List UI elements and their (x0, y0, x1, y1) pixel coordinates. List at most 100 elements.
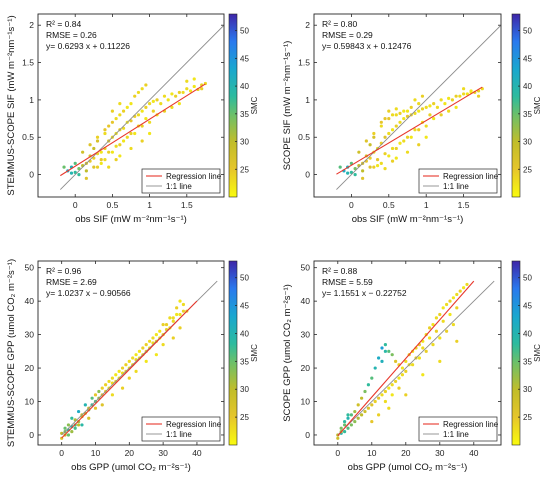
colorbar-gradient (511, 13, 521, 198)
rmse-text: RMSE = 0.26 (46, 30, 97, 40)
r-squared-text: R² = 0.88 (322, 266, 357, 276)
data-point (114, 116, 118, 121)
data-point (356, 403, 360, 407)
data-point (360, 396, 364, 400)
data-point (372, 131, 376, 136)
equation-text: y= 1.1551 x − 0.22752 (322, 288, 407, 298)
legend-label-regression: Regression line (443, 420, 499, 429)
data-point (200, 87, 204, 91)
data-point (387, 131, 391, 136)
plot-area (60, 280, 218, 440)
colorbar: 25 30 35 40 45 50 SMC (511, 13, 542, 198)
data-point (413, 111, 417, 115)
data-point (398, 120, 402, 124)
data-point (413, 98, 417, 102)
data-point (70, 416, 74, 420)
y-tick-label: 20 (301, 363, 311, 373)
data-point (174, 94, 178, 98)
data-point (379, 120, 383, 124)
data-point (421, 346, 425, 350)
data-point (162, 94, 167, 98)
data-point (387, 386, 391, 390)
data-point (465, 92, 469, 96)
data-point (148, 120, 152, 124)
colorbar-tick-label: 25 (240, 413, 249, 422)
data-point (370, 419, 374, 424)
colorbar-tick-label: 35 (523, 110, 532, 119)
y-tick-label: 20 (25, 363, 35, 373)
plot-frame (37, 13, 225, 198)
data-point (417, 109, 421, 113)
data-point (375, 158, 380, 162)
data-point (424, 135, 428, 139)
data-point (127, 376, 131, 380)
x-axis-title: obs GPP (umol CO₂ m⁻²s⁻¹) (348, 462, 468, 473)
data-point (428, 326, 432, 330)
y-tick-label: 40 (25, 296, 35, 306)
regression-line (61, 300, 198, 439)
colorbar-tick-label: 30 (240, 385, 249, 394)
data-point (110, 393, 114, 397)
data-point (363, 389, 367, 394)
data-point (349, 170, 353, 174)
data-point (387, 116, 391, 121)
data-point (438, 312, 442, 317)
y-tick-label: 50 (25, 263, 35, 273)
data-point (377, 356, 381, 360)
data-point (404, 369, 408, 373)
colorbar-label: SMC (533, 96, 542, 114)
data-point (476, 94, 481, 98)
equation-text: y= 0.59843 x + 0.12476 (322, 41, 412, 51)
data-point (192, 84, 196, 89)
data-point (364, 139, 368, 143)
data-point (100, 386, 104, 390)
data-point (93, 406, 98, 410)
colorbar: 25 30 35 40 45 50 SMC (228, 260, 259, 446)
data-point (118, 102, 122, 106)
legend-box (141, 416, 221, 442)
data-point (361, 176, 365, 180)
data-point (404, 393, 408, 397)
data-point (95, 135, 100, 139)
colorbar: 25 30 35 40 45 50 SMC (228, 13, 259, 198)
data-point (402, 139, 406, 143)
x-tick-label: 1.5 (181, 200, 193, 210)
data-point (343, 430, 347, 434)
data-point (110, 150, 114, 154)
legend-label-one-to-one: 1:1 line (166, 182, 192, 191)
data-point (469, 89, 473, 93)
data-point (443, 102, 447, 106)
data-point (370, 376, 374, 380)
x-tick-label: 40 (469, 448, 479, 458)
data-point (405, 135, 410, 139)
data-point (90, 396, 94, 400)
y-tick-label: 40 (301, 296, 311, 306)
data-point (118, 113, 122, 117)
colorbar-tick-label: 40 (523, 329, 532, 338)
x-tick-label: 0.5 (106, 200, 118, 210)
data-point (120, 386, 125, 390)
data-point (420, 94, 425, 98)
data-point (140, 139, 144, 143)
colorbar-tick-label: 50 (523, 27, 532, 36)
data-point (438, 336, 442, 340)
data-point (129, 146, 133, 151)
data-point (432, 102, 436, 106)
data-point (99, 161, 103, 165)
colorbar-label: SMC (533, 344, 542, 362)
colorbar-tick-label: 35 (240, 357, 249, 366)
data-point (417, 128, 421, 132)
data-point (66, 433, 71, 437)
colorbar-tick-label: 35 (240, 110, 249, 119)
regression-line (337, 280, 475, 437)
data-point (398, 141, 402, 145)
data-point (373, 366, 377, 370)
legend-box (141, 168, 221, 194)
legend-label-regression: Regression line (443, 172, 499, 181)
data-point (368, 156, 372, 160)
scatter-panel-1: 0 0.5 1 1.5 0 0.5 1 1.5 2 obs SIF (mW m⁻²nm⁻¹s⁻¹)… (6, 13, 259, 225)
data-point (435, 105, 440, 109)
data-point (63, 426, 67, 430)
data-point (133, 131, 137, 136)
